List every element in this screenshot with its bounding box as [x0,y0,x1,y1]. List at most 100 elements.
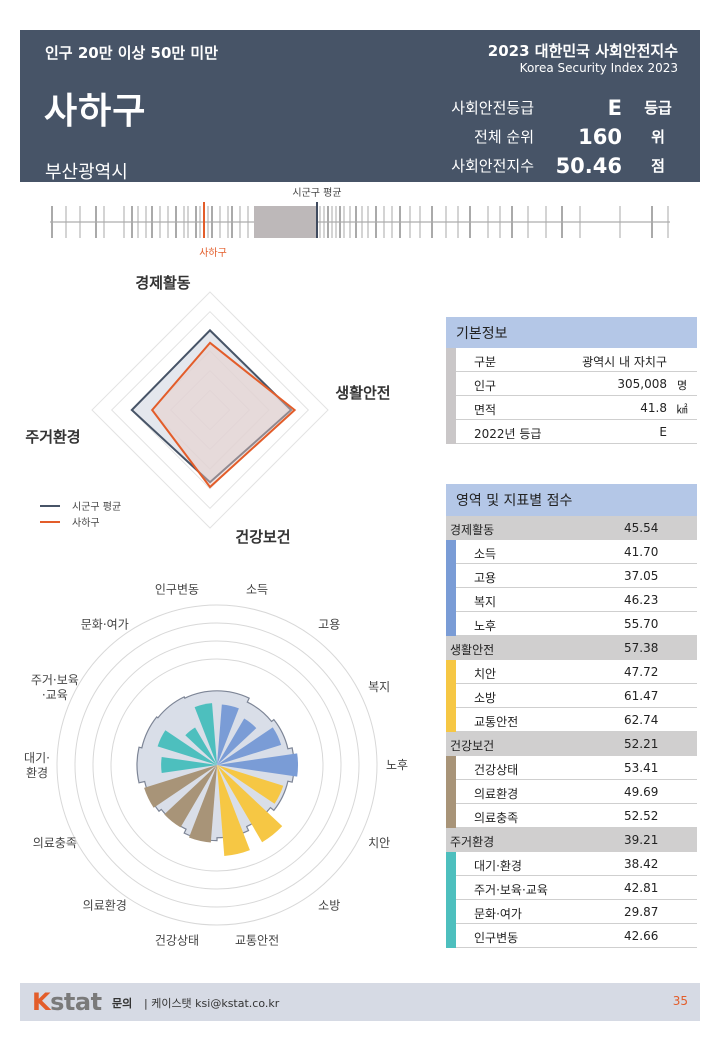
domain-score-row: 건강보건 52.21 [446,732,697,756]
rose-label: 노후 [386,758,408,772]
rose-label: 고용 [318,617,340,631]
contact-label: 문의 [112,997,133,1010]
indicator-score: 42.66 [624,929,659,943]
basic-info-key: 인구 [474,379,497,393]
rose-label: 치안 [368,836,390,850]
barcode-bar [296,206,300,238]
basic-info-row: 2022년 등급 E [446,420,697,444]
rose-petal [188,765,217,843]
rose-label: 복지 [368,680,390,694]
barcode-bar [268,206,272,238]
rose-petal [217,765,284,804]
rose-petal [157,730,217,765]
domain-name: 건강보건 [450,739,495,753]
rose-label: 의료충족 [33,836,77,850]
rose-ring [110,658,324,872]
indicator-score-row: 문화·여가 29.87 [446,900,697,924]
indicator-name: 고용 [474,571,497,585]
indicator-name: 건강상태 [474,763,519,777]
domain-color-stripe [446,900,456,924]
rose-petal [217,727,282,765]
radar-axis-safety: 생활안전 [335,384,390,402]
indicator-name: 치안 [474,667,497,681]
domain-score: 52.21 [624,737,659,751]
domain-color-stripe [446,564,456,588]
barcode-bars [51,206,669,238]
indicator-score: 42.81 [624,881,659,895]
indicator-score-row: 노후 55.70 [446,612,697,636]
domain-score: 39.21 [624,833,659,847]
domain-color-stripe [446,852,456,876]
rose-label: 의료환경 [83,899,127,913]
basic-info-row: 면적 41.8 ㎢ [446,396,697,420]
domain-color-stripe [446,540,456,564]
indicator-name: 복지 [474,595,497,609]
rose-ring [92,640,342,890]
rose-petal [144,765,217,808]
basic-info-unit: ㎢ [676,403,688,416]
legend-average-label: 시군구 평균 [72,501,121,513]
indicator-score-row: 의료환경 49.69 [446,780,697,804]
population-group: 인구 20만 이상 50만 미만 [45,44,219,62]
basic-info-unit: 명 [676,379,688,392]
rose-label: 대기· 환경 [24,751,50,780]
basic-info-title: 기본정보 [446,317,697,348]
rank-label: 전체 순위 [474,128,534,146]
rose-petal [185,727,217,765]
indicator-name: 대기·환경 [474,859,522,873]
rose-petal [217,704,239,765]
indicator-name: 소득 [474,547,497,561]
rose-label: 소방 [318,899,340,913]
rose-petal [164,765,217,828]
indicator-score-row: 대기·환경 38.42 [446,852,697,876]
domain-color-stripe [446,804,456,828]
domain-color-stripe [446,612,456,636]
indicator-name: 문화·여가 [474,907,522,921]
rose-label: 건강상태 [155,933,199,947]
indicator-score-row: 고용 37.05 [446,564,697,588]
indicator-score: 38.42 [624,857,659,871]
rose-ring [56,604,378,926]
indicator-score: 47.72 [624,665,659,679]
barcode-bar [264,206,268,238]
barcode-avg-label: 시군구 평균 [292,187,341,199]
indicator-score: 49.69 [624,785,659,799]
indicator-score-row: 의료충족 52.52 [446,804,697,828]
barcode-bar [292,206,296,238]
index-value: 50.46 [555,154,622,178]
rose-petals [144,703,299,856]
grade-value: E [607,96,622,120]
rose-petal [217,753,299,777]
indicator-name: 교통안전 [474,715,519,729]
radar-grid-ring [91,291,329,529]
indicator-score-row: 인구변동 42.66 [446,924,697,948]
barcode-bar [276,206,280,238]
domain-score-row: 생활안전 57.38 [446,636,697,660]
domain-color-stripe [446,588,456,612]
domain-score-row: 경제활동 45.54 [446,516,697,540]
indicator-score: 46.23 [624,593,659,607]
indicator-score-row: 치안 47.72 [446,660,697,684]
report-title: 2023 대한민국 사회안전지수 [487,42,678,60]
barcode-bar [304,206,308,238]
barcode-bar [256,206,260,238]
indicator-name: 의료환경 [474,787,519,801]
indicator-score-row: 건강상태 53.41 [446,756,697,780]
domain-color-stripe [446,780,456,804]
grade-unit: 등급 [644,99,672,117]
indicator-score: 61.47 [624,689,659,703]
indicator-score: 53.41 [624,761,659,775]
kstat-logo: Kstat [32,988,102,1016]
rose-rings [56,604,378,926]
rose-petal [194,703,217,765]
indicator-name: 인구변동 [474,931,519,945]
domain-color-stripe [446,756,456,780]
radar-axis-economy: 경제활동 [135,274,190,292]
row-stripe [446,396,456,420]
header-banner: 인구 20만 이상 50만 미만 사하구 부산광역시 2023 대한민국 사회안… [20,30,700,183]
domain-score: 45.54 [624,521,659,535]
radar-axis-health: 건강보건 [235,528,290,546]
city-name: 부산광역시 [45,162,128,183]
